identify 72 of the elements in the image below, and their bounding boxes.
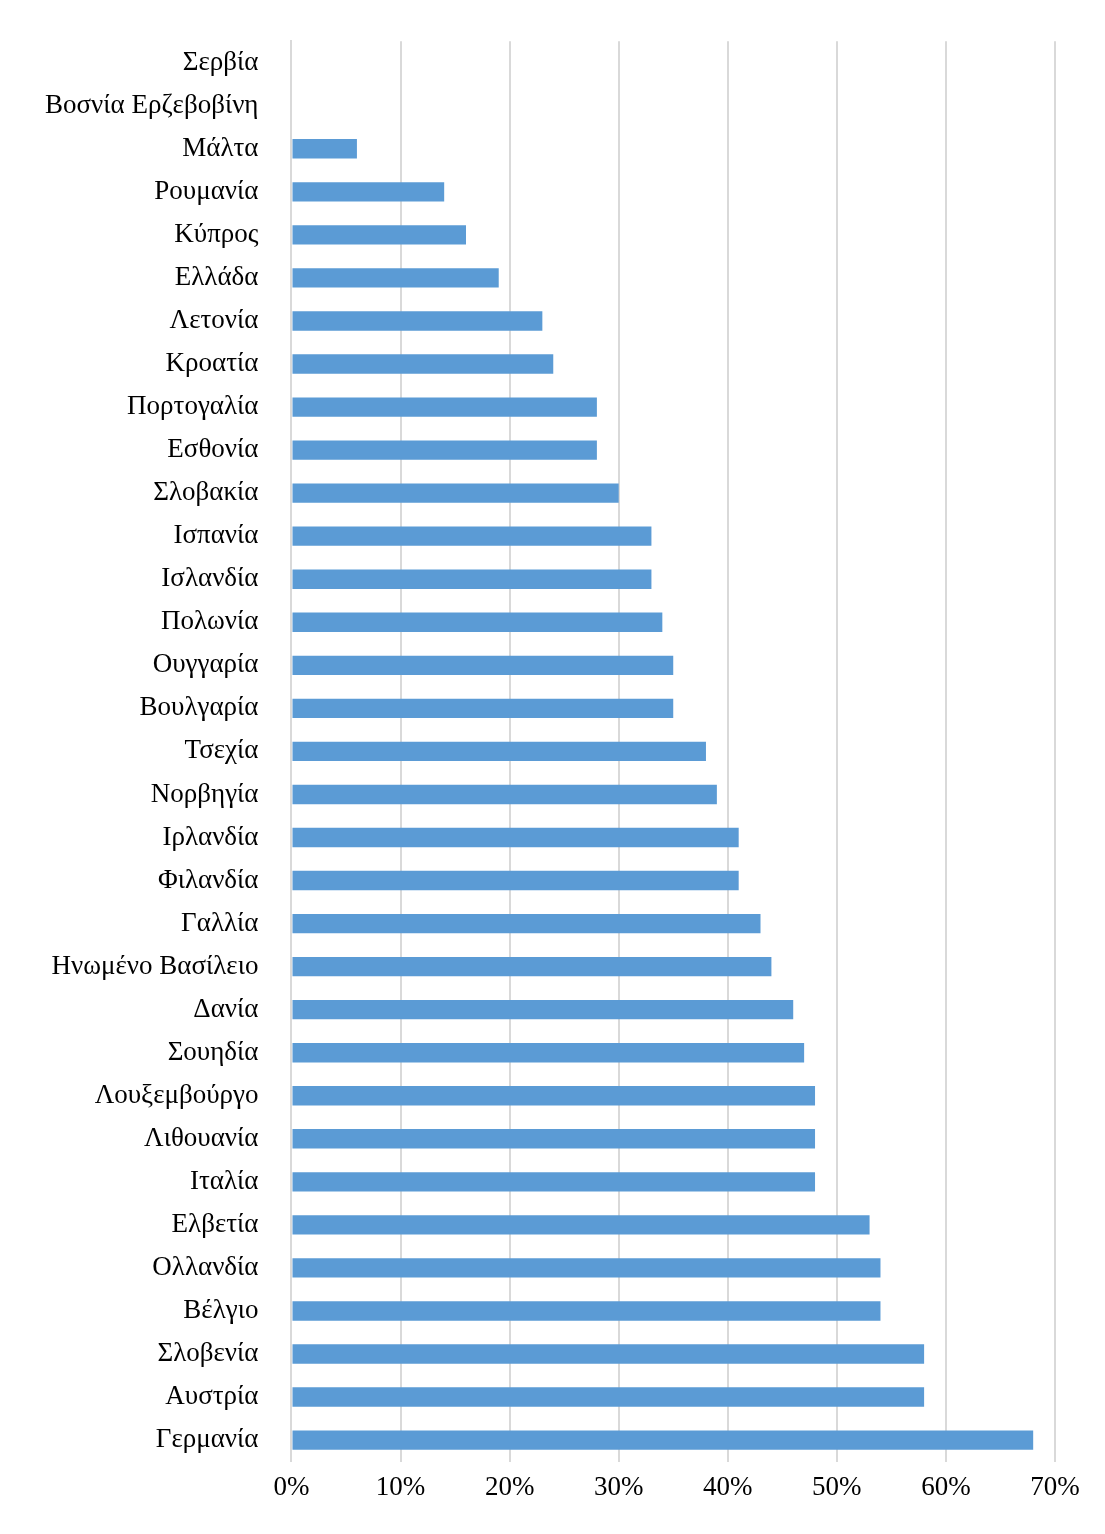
y-tick-label: Φιλανδία — [157, 863, 259, 894]
bar — [292, 1043, 805, 1063]
bar — [292, 1430, 1034, 1450]
y-tick-label: Βοσνία Ερζεβοβίνη — [45, 88, 259, 119]
x-tick-label: 0% — [273, 1470, 310, 1501]
bar — [292, 999, 794, 1020]
bar — [292, 1344, 925, 1364]
y-tick-label: Κροατία — [165, 347, 259, 378]
y-tick-label: Σλοβακία — [153, 476, 259, 507]
y-tick-label: Ηνωμένο Βασίλειο — [51, 949, 259, 980]
y-tick-label: Ρουμανία — [154, 174, 259, 205]
bar — [292, 1172, 816, 1192]
bar — [292, 1129, 816, 1149]
y-tick-label: Λετονία — [169, 304, 259, 335]
y-tick-label: Πορτογαλία — [127, 390, 259, 421]
bar — [292, 1215, 870, 1235]
y-tick-label: Ισπανία — [173, 519, 259, 550]
bar — [292, 1301, 881, 1321]
bar — [292, 225, 466, 245]
y-tick-label: Βέλγιο — [183, 1294, 259, 1325]
x-tick-label: 50% — [812, 1470, 862, 1501]
bar — [292, 354, 554, 374]
y-tick-label: Ιρλανδία — [162, 820, 259, 851]
bar — [292, 698, 674, 719]
y-tick-label: Νορβηγία — [150, 777, 259, 808]
y-tick-label: Ουγγαρία — [152, 648, 259, 679]
y-tick-label: Σερβία — [182, 45, 259, 76]
y-tick-label: Σλοβενία — [157, 1337, 259, 1368]
bar — [292, 612, 663, 632]
bar — [292, 1387, 925, 1407]
x-tick-label: 20% — [484, 1470, 535, 1501]
bar — [292, 569, 652, 589]
bar — [292, 526, 652, 546]
y-tick-label: Γερμανία — [155, 1423, 259, 1454]
y-tick-label: Αυστρία — [165, 1380, 259, 1411]
y-tick-label: Βουλγαρία — [139, 691, 259, 722]
bar — [292, 182, 445, 202]
bar — [292, 1086, 816, 1106]
y-tick-label: Τσεχία — [184, 734, 259, 765]
bar — [292, 741, 706, 762]
bar — [292, 483, 619, 503]
y-tick-label: Λιθουανία — [144, 1121, 259, 1152]
y-tick-label: Σουηδία — [167, 1035, 259, 1066]
bar — [292, 311, 543, 331]
x-tick-label: 70% — [1030, 1470, 1080, 1501]
bar — [292, 784, 717, 805]
bar — [292, 139, 357, 159]
x-tick-label: 30% — [593, 1470, 644, 1501]
bar — [292, 268, 499, 288]
bar — [292, 956, 772, 977]
y-tick-label: Δανία — [193, 992, 259, 1023]
y-tick-label: Ελβετία — [171, 1207, 259, 1238]
y-tick-label: Ολλανδία — [152, 1251, 259, 1281]
bar — [292, 1258, 881, 1278]
y-tick-label: Πολωνία — [161, 605, 259, 636]
bar — [292, 440, 597, 460]
y-tick-label: Ισλανδία — [161, 562, 259, 593]
y-tick-label: Κύπρος — [174, 217, 259, 248]
bar — [292, 655, 674, 675]
y-tick-label: Λουξεμβούργο — [94, 1078, 259, 1109]
bar — [292, 397, 597, 417]
bar — [292, 913, 761, 934]
y-tick-label: Ελλάδα — [174, 261, 259, 292]
y-tick-label: Εσθονία — [167, 433, 259, 464]
bar — [292, 870, 739, 891]
x-tick-label: 10% — [375, 1470, 426, 1501]
x-tick-label: 40% — [703, 1470, 753, 1501]
y-tick-label: Ιταλία — [189, 1164, 259, 1195]
y-tick-label: Γαλλία — [181, 906, 259, 937]
y-tick-label: Μάλτα — [182, 131, 259, 162]
bar — [292, 827, 739, 848]
x-tick-label: 60% — [921, 1470, 971, 1501]
